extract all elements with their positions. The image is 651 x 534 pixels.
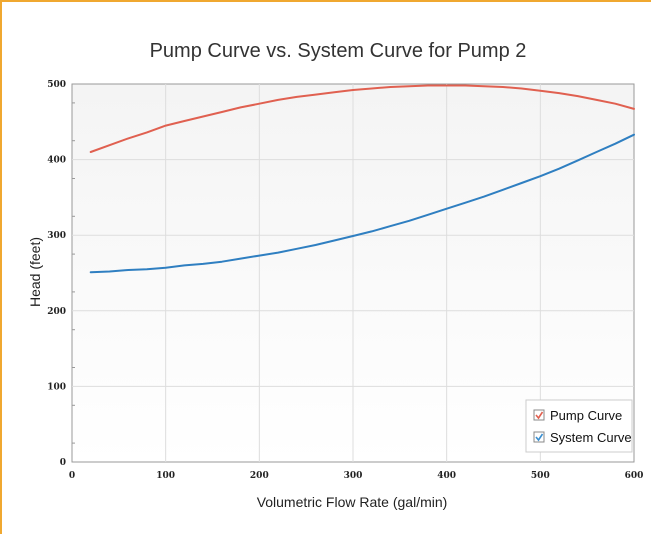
x-tick-label: 400 (437, 471, 456, 481)
legend-entry-label: Pump Curve (550, 408, 622, 423)
legend-entry-label: System Curve (550, 430, 632, 445)
legend-box (525, 399, 633, 453)
axis-ticks: 0 100 200 300 400 500 600 0 100 200 300 400 500 (47, 80, 643, 481)
x-tick-label: 300 (344, 471, 363, 481)
legend: Pump Curve System Curve (525, 399, 633, 453)
y-tick-label: 400 (47, 156, 66, 166)
series-line-pump-curve (89, 84, 635, 153)
x-tick-label: 0 (69, 471, 75, 481)
x-axis-label: Volumetric Flow Rate (gal/min) (257, 494, 448, 510)
grid-lines (72, 84, 634, 462)
y-tick-label: 100 (47, 382, 66, 392)
legend-checkbox[interactable] (533, 409, 545, 421)
y-tick-label: 300 (47, 231, 66, 241)
y-tick-label: 200 (47, 307, 66, 317)
series-layer (89, 84, 635, 274)
series-line-system-curve (89, 133, 635, 274)
y-tick-label: 500 (47, 80, 66, 90)
y-axis-label: Head (feet) (27, 237, 43, 307)
legend-checkbox[interactable] (533, 431, 545, 443)
y-tick-label: 0 (60, 458, 66, 468)
checkmark-icon (535, 411, 544, 420)
x-tick-label: 600 (625, 471, 644, 481)
x-tick-label: 100 (156, 471, 175, 481)
x-tick-label: 200 (250, 471, 269, 481)
checkmark-icon (535, 433, 544, 442)
x-tick-label: 500 (531, 471, 550, 481)
chart-title: Pump Curve vs. System Curve for Pump 2 (150, 40, 527, 62)
